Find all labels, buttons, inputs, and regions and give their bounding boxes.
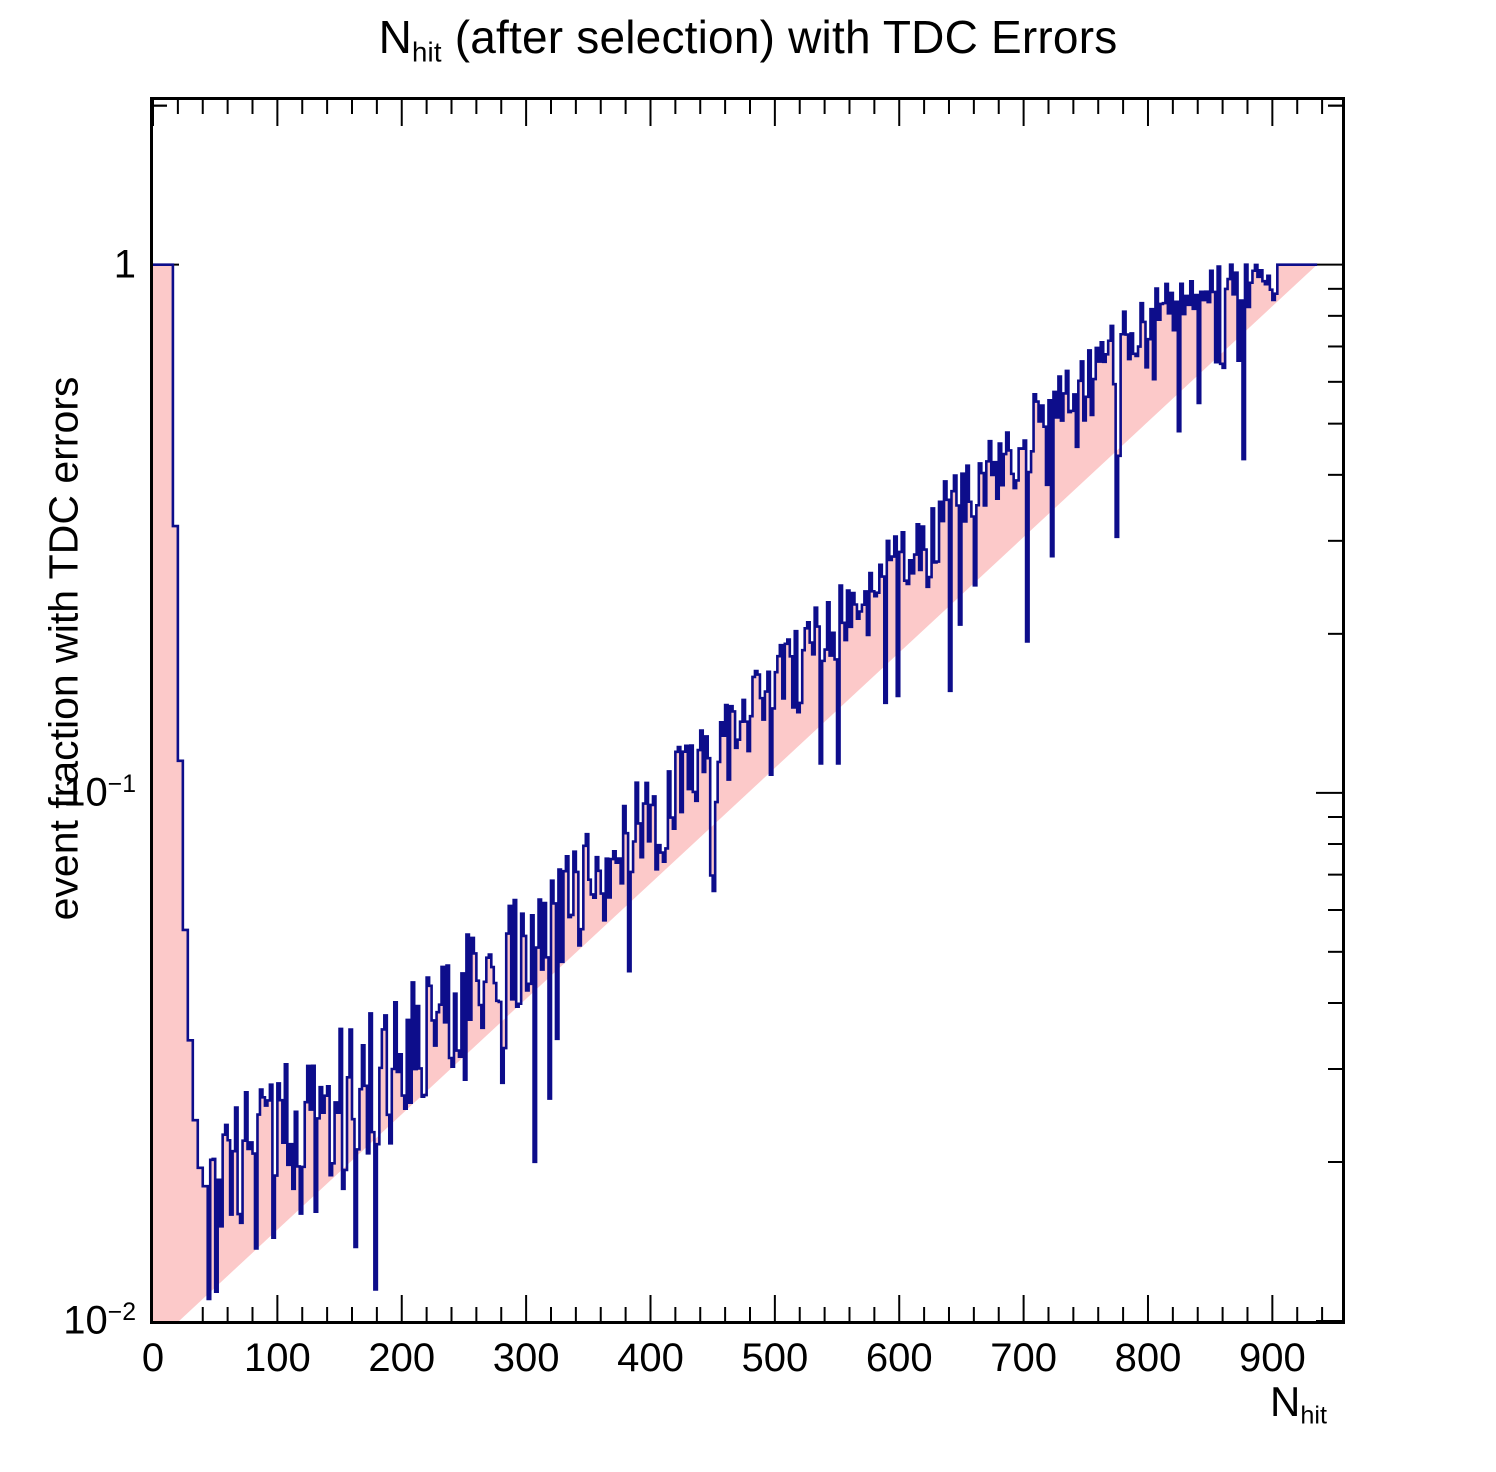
x-tick-label-4: 400 [617,1336,684,1380]
x-tick-label-6: 600 [865,1336,933,1380]
x-tick-label-9: 900 [1238,1336,1306,1380]
histogram-outline [153,263,1318,1301]
plot-frame [150,97,1345,1324]
chart-title-rest: (after selection) with TDC Errors [441,11,1118,63]
x-axis-title-subscript: hit [1300,1401,1327,1430]
x-tick-label-0: 0 [141,1336,165,1380]
x-tick-label-2: 200 [368,1336,436,1380]
x-axis-title-main: N [1270,1378,1301,1425]
chart-title-main: N [378,11,412,63]
y-axis-title: event fraction with TDC errors [40,376,87,921]
x-tick-label-3: 300 [492,1336,560,1380]
x-tick-label-1: 100 [243,1336,311,1380]
x-tick-label-8: 800 [1114,1336,1182,1380]
y-tick-label-0: 1 [113,242,136,287]
histogram-fill [153,264,1318,1321]
chart-title: Nhit (after selection) with TDC Errors [0,10,1496,68]
x-tick-label-7: 700 [990,1336,1057,1380]
y-tick-label-2: 10−2 [63,1298,136,1343]
y-tick-label-1: 10−1 [63,770,136,815]
x-tick-label-5: 500 [741,1336,809,1380]
chart-title-subscript: hit [412,36,442,68]
histogram-svg [153,100,1342,1321]
x-axis-title: Nhit [1270,1378,1327,1431]
axis-ticks-group [153,100,1342,1321]
